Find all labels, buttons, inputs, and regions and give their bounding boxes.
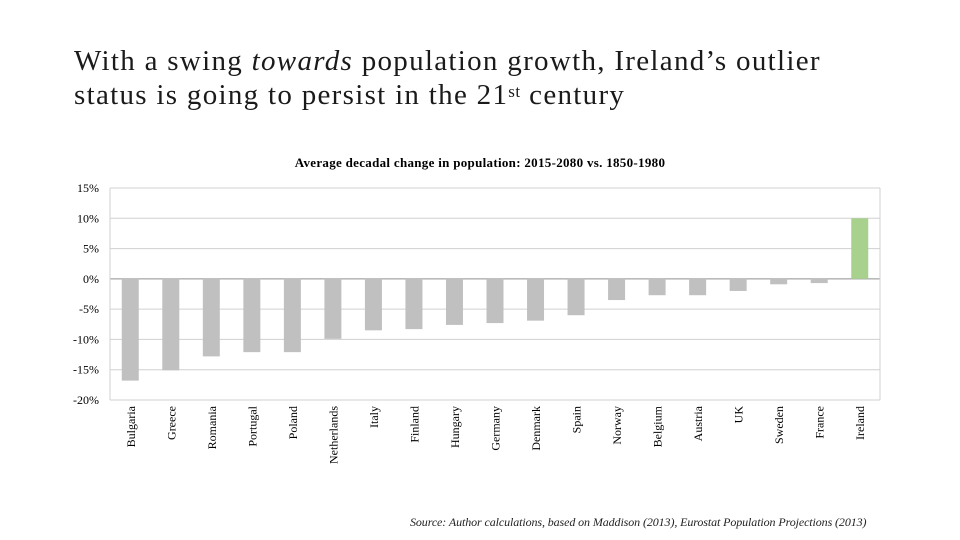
y-tick-label: 15% <box>77 181 99 195</box>
x-tick-label: Norway <box>610 406 624 445</box>
x-tick-label: Portugal <box>245 405 259 446</box>
bar-uk <box>729 278 747 291</box>
bar-finland <box>405 278 423 330</box>
bar-bulgaria <box>121 278 139 381</box>
bar-ireland <box>851 218 869 279</box>
y-tick-label: 10% <box>77 211 99 225</box>
chart-title: Average decadal change in population: 20… <box>295 155 666 170</box>
bar-greece <box>162 278 180 371</box>
bar-romania <box>202 278 220 357</box>
bar-netherlands <box>324 278 342 339</box>
bar-italy <box>364 278 382 331</box>
x-tick-label: Bulgaria <box>124 405 138 447</box>
bar-hungary <box>445 278 463 325</box>
x-tick-label: UK <box>732 406 746 424</box>
y-tick-label: 5% <box>83 242 99 256</box>
x-tick-label: Belgium <box>651 405 665 447</box>
title-text-3: century <box>520 79 626 111</box>
y-tick-label: -10% <box>73 332 99 346</box>
x-axis-labels: Bulgaria Greece Romania Portugal Poland Nethe… <box>124 405 867 464</box>
bar-norway <box>608 278 626 301</box>
y-axis-ticks: 15% 10% 5% 0% -5% -10% -15% -20% <box>73 181 99 407</box>
x-tick-label: Austria <box>691 405 705 441</box>
bars <box>121 218 869 381</box>
x-tick-label: Poland <box>286 406 300 439</box>
source-note: Source: Author calculations, based on Ma… <box>410 515 867 529</box>
y-tick-label: -15% <box>73 363 99 377</box>
y-tick-label: 0% <box>83 272 99 286</box>
x-tick-label: Romania <box>205 405 219 449</box>
x-tick-label: Netherlands <box>326 406 340 464</box>
x-tick-label: Finland <box>407 406 421 443</box>
bar-france <box>810 278 828 284</box>
y-tick-label: -20% <box>73 393 99 407</box>
title-text-2: population growth, Ireland’s outlier sta… <box>74 45 821 111</box>
bar-denmark <box>527 278 545 321</box>
bar-sweden <box>770 278 788 285</box>
x-tick-label: Italy <box>367 406 381 428</box>
slide-title: With a swing towards population growth, … <box>74 44 894 112</box>
y-tick-label: -5% <box>79 302 99 316</box>
bar-spain <box>567 278 585 316</box>
gridlines <box>109 187 881 401</box>
x-tick-label: France <box>813 406 827 439</box>
title-emphasis: towards <box>251 45 354 77</box>
x-tick-label: Spain <box>570 406 584 433</box>
title-superscript: st <box>508 82 521 101</box>
bar-austria <box>689 278 707 296</box>
x-tick-label: Sweden <box>772 406 786 444</box>
x-tick-label: Greece <box>164 406 178 440</box>
bar-belgium <box>648 278 666 296</box>
x-tick-label: Hungary <box>448 406 462 448</box>
title-text-1: With a swing <box>74 45 252 77</box>
x-tick-label: Germany <box>489 406 503 451</box>
bar-portugal <box>243 278 261 353</box>
bar-germany <box>486 278 504 324</box>
x-tick-label: Denmark <box>529 406 543 451</box>
bar-poland <box>283 278 301 353</box>
x-tick-label: Ireland <box>853 406 867 440</box>
